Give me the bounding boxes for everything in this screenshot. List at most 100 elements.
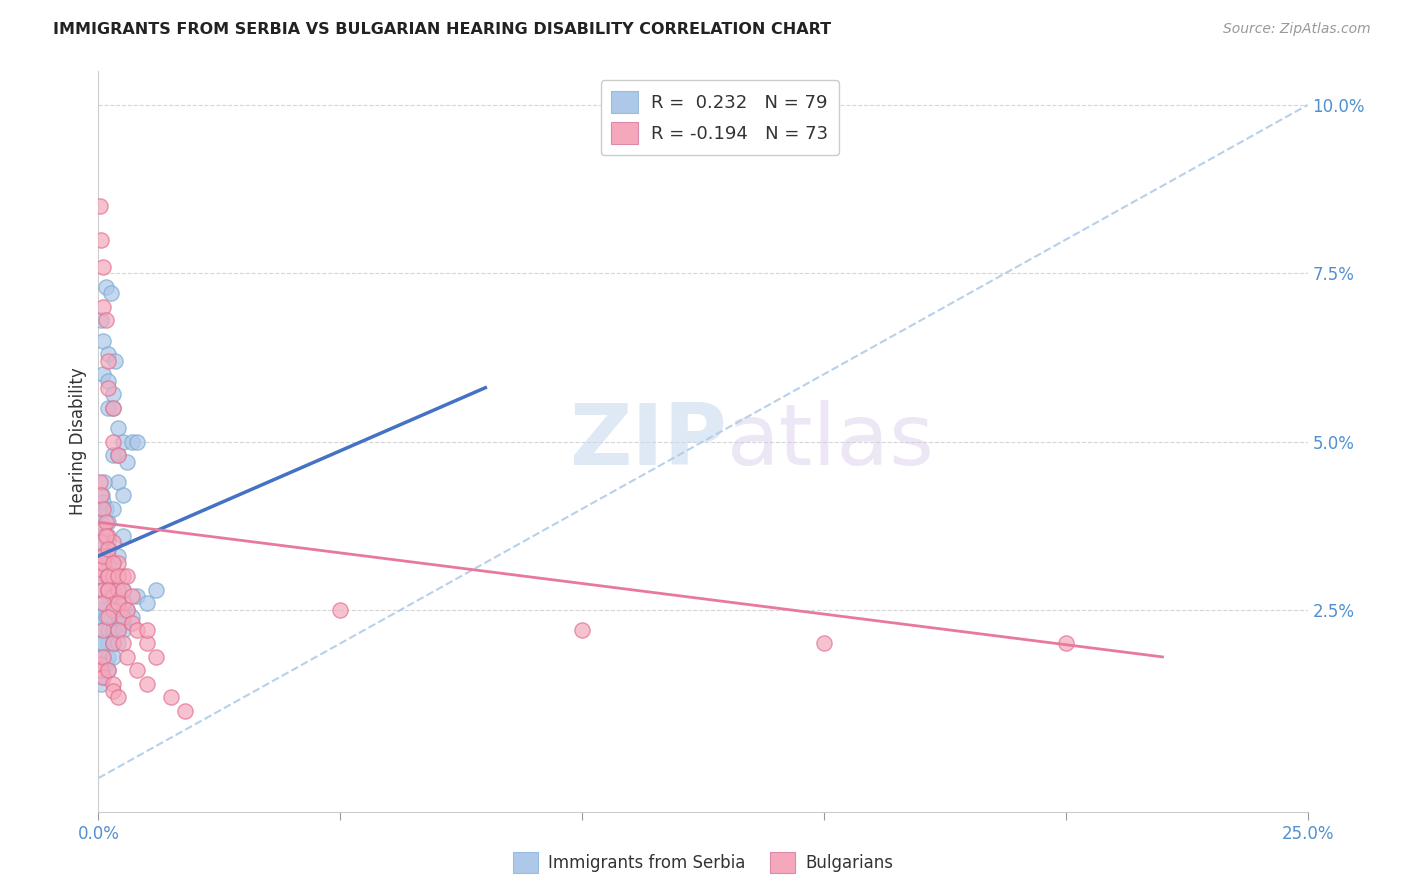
Point — [97, 556, 120, 570]
Point — [97, 569, 120, 583]
Point — [91, 501, 114, 516]
Point — [97, 374, 120, 388]
Text: Source: ZipAtlas.com: Source: ZipAtlas.com — [1223, 22, 1371, 37]
Point — [101, 556, 124, 570]
Point — [94, 313, 117, 327]
Point — [97, 542, 120, 557]
Point — [101, 535, 124, 549]
Point — [89, 501, 111, 516]
Point — [97, 623, 120, 637]
Point — [91, 556, 114, 570]
Point — [91, 488, 114, 502]
Point — [94, 279, 117, 293]
Point — [94, 516, 117, 530]
Point — [90, 664, 112, 678]
Point — [117, 569, 139, 583]
Legend: Immigrants from Serbia, Bulgarians: Immigrants from Serbia, Bulgarians — [506, 846, 900, 880]
Point — [91, 582, 114, 597]
Point — [135, 596, 157, 610]
Point — [107, 596, 129, 610]
Point — [107, 556, 129, 570]
Point — [121, 434, 143, 449]
Point — [101, 501, 124, 516]
Point — [160, 690, 183, 705]
Point — [107, 609, 129, 624]
Point — [97, 582, 120, 597]
Point — [101, 649, 124, 664]
Point — [91, 670, 114, 684]
Point — [571, 623, 593, 637]
Point — [91, 623, 114, 637]
Point — [107, 690, 129, 705]
Point — [117, 603, 139, 617]
Point — [97, 664, 120, 678]
Point — [101, 401, 124, 415]
Point — [91, 300, 114, 314]
Point — [90, 549, 112, 563]
Point — [91, 636, 114, 650]
Point — [101, 590, 124, 604]
Point — [90, 569, 112, 583]
Point — [107, 475, 129, 489]
Point — [101, 603, 124, 617]
Point — [90, 488, 112, 502]
Point — [91, 260, 114, 274]
Point — [94, 609, 117, 624]
Point — [91, 649, 114, 664]
Point — [89, 636, 111, 650]
Point — [89, 199, 111, 213]
Point — [97, 535, 120, 549]
Legend: R =  0.232   N = 79, R = -0.194   N = 73: R = 0.232 N = 79, R = -0.194 N = 73 — [600, 80, 839, 155]
Point — [94, 657, 117, 671]
Point — [101, 636, 124, 650]
Point — [90, 649, 112, 664]
Point — [127, 664, 149, 678]
Point — [90, 535, 112, 549]
Point — [101, 636, 124, 650]
Point — [97, 649, 120, 664]
Y-axis label: Hearing Disability: Hearing Disability — [69, 368, 87, 516]
Point — [101, 677, 124, 691]
Point — [94, 529, 117, 543]
Point — [145, 582, 167, 597]
Point — [135, 636, 157, 650]
Point — [121, 609, 143, 624]
Point — [91, 596, 114, 610]
Point — [90, 562, 112, 576]
Text: atlas: atlas — [727, 400, 935, 483]
Point — [107, 448, 129, 462]
Point — [127, 434, 149, 449]
Point — [97, 529, 120, 543]
Point — [111, 623, 134, 637]
Point — [97, 569, 120, 583]
Point — [135, 677, 157, 691]
Point — [97, 347, 120, 361]
Point — [107, 448, 129, 462]
Point — [97, 549, 120, 563]
Point — [91, 535, 114, 549]
Point — [813, 636, 835, 650]
Point — [101, 401, 124, 415]
Point — [111, 636, 134, 650]
Point — [89, 603, 111, 617]
Point — [107, 623, 129, 637]
Point — [97, 542, 120, 557]
Point — [91, 529, 114, 543]
Point — [111, 434, 134, 449]
Point — [121, 590, 143, 604]
Point — [90, 609, 112, 624]
Point — [91, 562, 114, 576]
Point — [100, 286, 122, 301]
Point — [117, 649, 139, 664]
Point — [97, 401, 120, 415]
Point — [101, 623, 124, 637]
Point — [97, 664, 120, 678]
Point — [90, 313, 112, 327]
Point — [117, 455, 139, 469]
Point — [91, 368, 114, 382]
Point — [101, 575, 124, 590]
Point — [91, 562, 114, 576]
Point — [94, 529, 117, 543]
Point — [111, 488, 134, 502]
Text: IMMIGRANTS FROM SERBIA VS BULGARIAN HEARING DISABILITY CORRELATION CHART: IMMIGRANTS FROM SERBIA VS BULGARIAN HEAR… — [53, 22, 831, 37]
